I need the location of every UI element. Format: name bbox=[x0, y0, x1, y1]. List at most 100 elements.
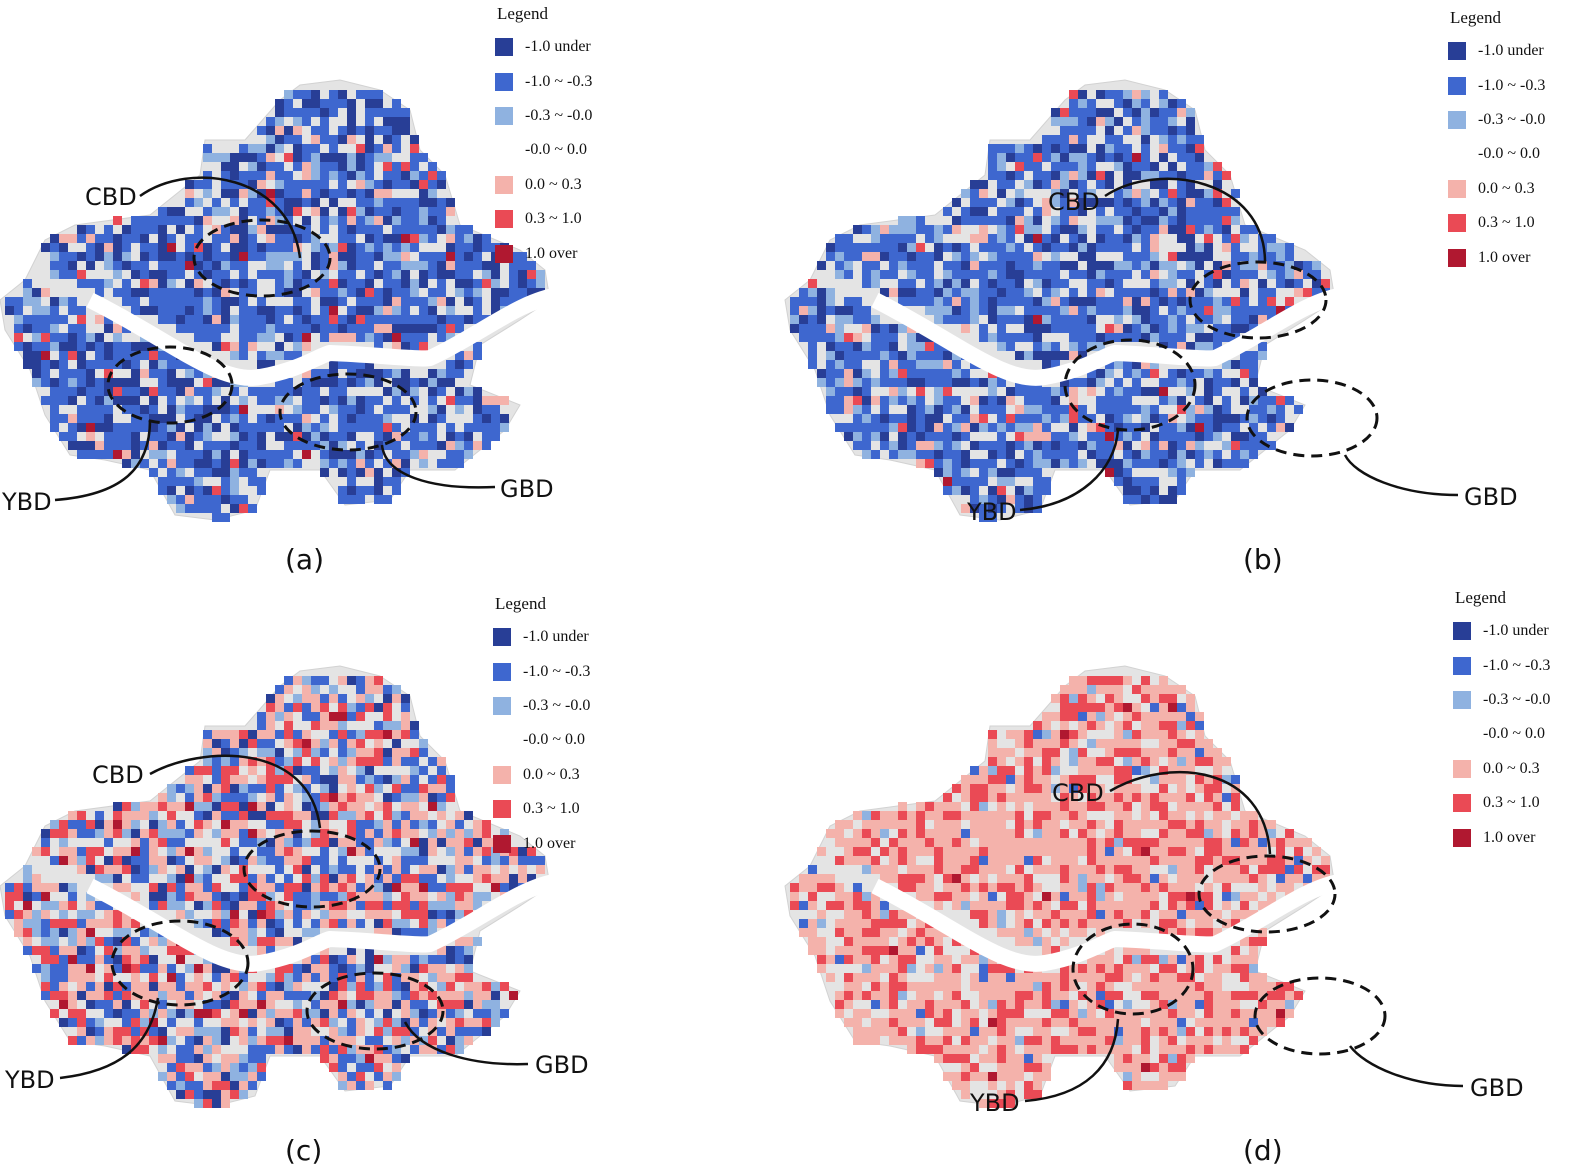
grid-cell bbox=[844, 243, 853, 252]
grid-cell bbox=[1042, 847, 1051, 856]
grid-cell bbox=[284, 189, 293, 198]
grid-cell bbox=[952, 784, 961, 793]
grid-cell bbox=[1051, 856, 1060, 865]
grid-cell bbox=[383, 982, 392, 991]
grid-cell bbox=[1159, 450, 1168, 459]
grid-cell bbox=[221, 261, 230, 270]
grid-cell bbox=[68, 1000, 77, 1009]
grid-cell bbox=[1132, 306, 1141, 315]
grid-cell bbox=[1195, 288, 1204, 297]
grid-cell bbox=[257, 450, 266, 459]
grid-cell bbox=[284, 766, 293, 775]
grid-cell bbox=[50, 991, 59, 1000]
grid-cell bbox=[158, 1054, 167, 1063]
grid-cell bbox=[212, 919, 221, 928]
grid-cell bbox=[1204, 342, 1213, 351]
grid-cell bbox=[176, 441, 185, 450]
grid-cell bbox=[383, 955, 392, 964]
grid-cell bbox=[1168, 189, 1177, 198]
grid-cell bbox=[1204, 387, 1213, 396]
grid-cell bbox=[1213, 784, 1222, 793]
grid-cell bbox=[158, 270, 167, 279]
map-panel-c: CBD YBD GBD Legend -1.0 under -1.0 ~ -0.3 -0.… bbox=[0, 586, 785, 1172]
grid-cell bbox=[1078, 171, 1087, 180]
grid-cell bbox=[239, 261, 248, 270]
grid-cell bbox=[41, 315, 50, 324]
grid-cell bbox=[961, 486, 970, 495]
grid-cell bbox=[419, 180, 428, 189]
grid-cell bbox=[356, 459, 365, 468]
grid-cell bbox=[185, 486, 194, 495]
grid-cell bbox=[1024, 270, 1033, 279]
grid-cell bbox=[383, 117, 392, 126]
grid-cell bbox=[338, 459, 347, 468]
grid-cell bbox=[230, 468, 239, 477]
grid-cell bbox=[329, 441, 338, 450]
grid-cell bbox=[239, 1081, 248, 1090]
grid-cell bbox=[122, 811, 131, 820]
grid-cell bbox=[943, 315, 952, 324]
grid-cell bbox=[149, 351, 158, 360]
grid-cell bbox=[428, 928, 437, 937]
grid-cell bbox=[419, 1009, 428, 1018]
grid-cell bbox=[862, 441, 871, 450]
grid-cell bbox=[104, 261, 113, 270]
grid-cell bbox=[889, 252, 898, 261]
grid-cell bbox=[293, 1045, 302, 1054]
grid-cell bbox=[32, 333, 41, 342]
grid-cell bbox=[1015, 838, 1024, 847]
grid-cell bbox=[1078, 685, 1087, 694]
grid-cell bbox=[952, 288, 961, 297]
grid-cell bbox=[1195, 775, 1204, 784]
grid-cell bbox=[1087, 153, 1096, 162]
grid-cell bbox=[95, 288, 104, 297]
grid-cell bbox=[383, 279, 392, 288]
grid-cell bbox=[185, 306, 194, 315]
grid-cell bbox=[275, 243, 284, 252]
grid-cell bbox=[1186, 450, 1195, 459]
grid-cell bbox=[167, 1009, 176, 1018]
grid-cell bbox=[446, 973, 455, 982]
grid-cell bbox=[970, 441, 979, 450]
grid-cell bbox=[1114, 414, 1123, 423]
grid-cell bbox=[230, 937, 239, 946]
grid-cell bbox=[880, 270, 889, 279]
grid-cell bbox=[50, 919, 59, 928]
grid-cell bbox=[194, 225, 203, 234]
legend-label: -0.3 ~ -0.0 bbox=[525, 106, 593, 124]
grid-cell bbox=[329, 243, 338, 252]
grid-cell bbox=[311, 1018, 320, 1027]
grid-cell bbox=[1195, 423, 1204, 432]
grid-cell bbox=[1078, 126, 1087, 135]
ybd-label: YBD bbox=[966, 498, 1017, 526]
grid-cell bbox=[1060, 378, 1069, 387]
grid-cell bbox=[50, 937, 59, 946]
grid-cell bbox=[979, 459, 988, 468]
grid-cell bbox=[1006, 252, 1015, 261]
grid-cell bbox=[365, 892, 374, 901]
grid-cell bbox=[419, 766, 428, 775]
grid-cell bbox=[293, 964, 302, 973]
grid-cell bbox=[239, 829, 248, 838]
grid-cell bbox=[221, 468, 230, 477]
grid-cell bbox=[1096, 153, 1105, 162]
grid-cell bbox=[464, 937, 473, 946]
grid-cell bbox=[907, 270, 916, 279]
grid-cell bbox=[338, 676, 347, 685]
grid-cell bbox=[275, 865, 284, 874]
grid-cell bbox=[898, 243, 907, 252]
grid-cell bbox=[997, 486, 1006, 495]
grid-cell bbox=[979, 477, 988, 486]
grid-cell bbox=[239, 144, 248, 153]
grid-cell bbox=[248, 1063, 257, 1072]
grid-cell bbox=[1159, 153, 1168, 162]
grid-cell bbox=[1267, 252, 1276, 261]
grid-cell bbox=[1042, 396, 1051, 405]
grid-cell bbox=[1132, 171, 1141, 180]
grid-cell bbox=[1060, 775, 1069, 784]
grid-cell bbox=[871, 432, 880, 441]
grid-cell bbox=[1177, 324, 1186, 333]
grid-cell bbox=[104, 360, 113, 369]
grid-cell bbox=[203, 1099, 212, 1108]
grid-cell bbox=[1105, 766, 1114, 775]
